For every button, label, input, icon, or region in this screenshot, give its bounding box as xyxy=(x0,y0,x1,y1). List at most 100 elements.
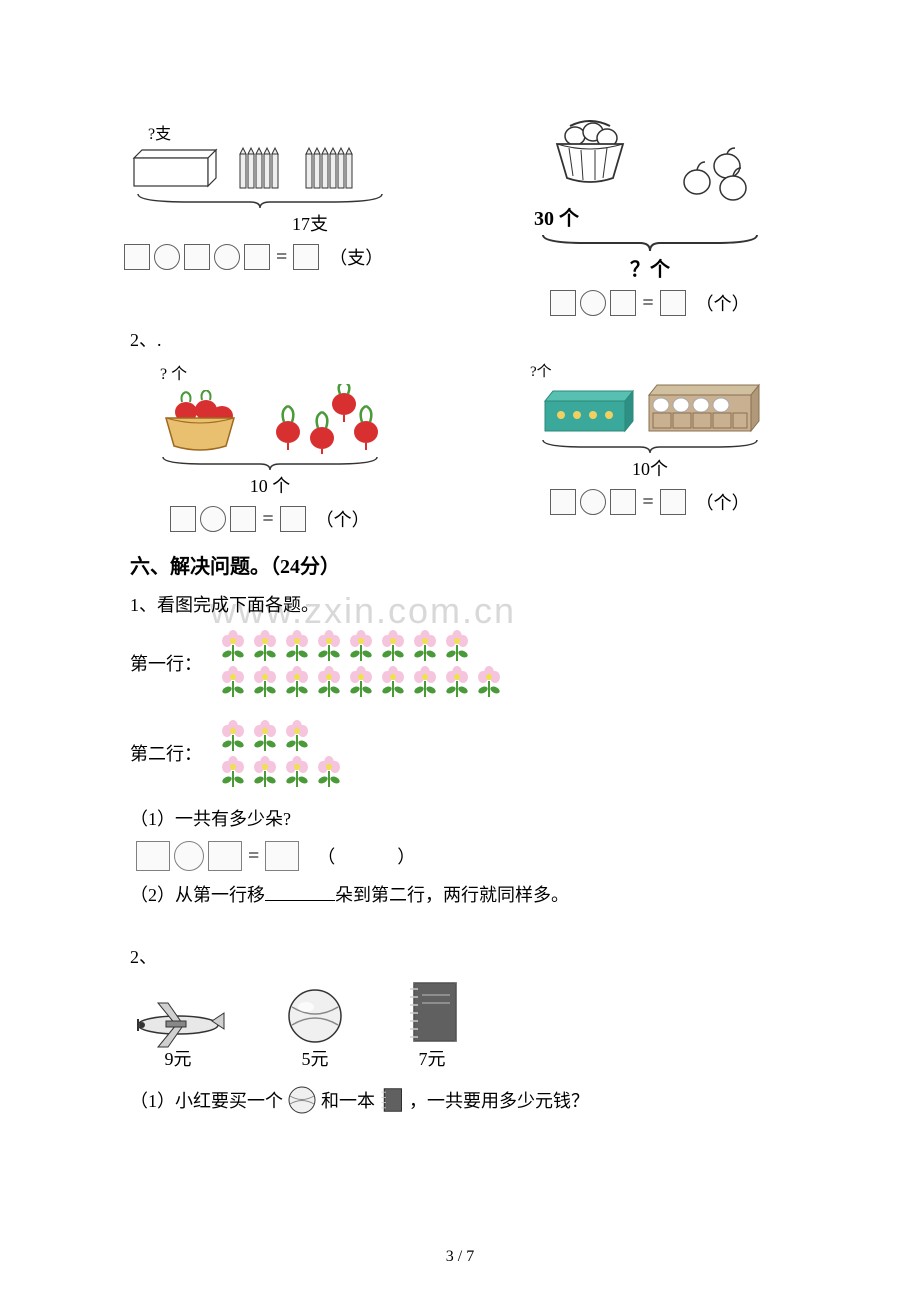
notebook-icon xyxy=(404,979,460,1045)
basket-label: 30 个 xyxy=(534,202,579,231)
price-notebook: 7元 xyxy=(419,1045,446,1071)
apples-outside-icon xyxy=(675,146,755,202)
flower-icon xyxy=(250,753,280,789)
price-plane: 9元 xyxy=(165,1045,192,1071)
problem-row-2: ? 个 xyxy=(130,360,790,532)
page-content: ?支 xyxy=(130,120,790,1115)
blank-box[interactable] xyxy=(170,506,196,532)
blank-box[interactable] xyxy=(136,841,170,871)
plane-icon xyxy=(130,991,226,1051)
q1-header: 1、看图完成下面各题。 xyxy=(130,591,790,617)
flower-icon xyxy=(282,627,312,663)
radishes-loose-icon xyxy=(264,384,384,454)
price-ball: 5元 xyxy=(302,1045,329,1071)
flower-icon xyxy=(410,663,440,699)
q1-sub1: （1）一共有多少朵? xyxy=(130,805,790,831)
ball-icon xyxy=(286,987,344,1045)
flowers-row-2: 第二行： xyxy=(130,717,790,789)
problem-radishes: ? 个 xyxy=(130,360,410,532)
flower-icon xyxy=(346,663,376,699)
unit-3: （个） xyxy=(310,506,370,532)
fill-blank[interactable] xyxy=(265,883,335,901)
flower-icon xyxy=(474,663,504,699)
brace-2 xyxy=(535,231,765,253)
blank-op[interactable] xyxy=(580,290,606,316)
qmark-radish: ? 个 xyxy=(160,360,187,384)
flower-icon xyxy=(218,753,248,789)
flower-icon xyxy=(378,663,408,699)
page-footer: 3 / 7 xyxy=(0,1248,920,1266)
equation-2: = （个） xyxy=(550,290,749,316)
blank-box[interactable] xyxy=(550,290,576,316)
item-plane: 9元 xyxy=(130,991,226,1071)
total-label-1: 17支 xyxy=(292,210,328,236)
unit-4: （个） xyxy=(690,489,750,515)
blank-box[interactable] xyxy=(208,841,242,871)
blank-box[interactable] xyxy=(124,244,150,270)
notebook-small-icon xyxy=(379,1085,405,1115)
blank-box[interactable] xyxy=(610,489,636,515)
equals: = xyxy=(260,508,275,531)
flower-icon xyxy=(218,717,248,753)
row2-label: 第二行： xyxy=(130,740,202,766)
blank-box[interactable] xyxy=(265,841,299,871)
flower-icon xyxy=(314,753,344,789)
flower-icon xyxy=(250,627,280,663)
qmark-eggs: ?个 xyxy=(530,360,552,381)
blank-box[interactable] xyxy=(230,506,256,532)
blank-box[interactable] xyxy=(244,244,270,270)
flower-icon xyxy=(378,627,408,663)
equals: = xyxy=(640,292,655,315)
flower-icon xyxy=(282,663,312,699)
flower-icon xyxy=(250,717,280,753)
crayons-group-1 xyxy=(238,146,286,190)
blank-box[interactable] xyxy=(280,506,306,532)
q1-sub2-b: 朵到第二行，两行就同样多。 xyxy=(335,885,569,905)
flower-icon xyxy=(410,627,440,663)
problem-apples: 30 个 ？个 = （个） xyxy=(510,120,790,316)
problem-row-1: ?支 xyxy=(130,120,790,316)
q1-unit-open: （ xyxy=(303,843,335,869)
equals: = xyxy=(640,491,655,514)
flowers-row-1: 第一行： xyxy=(130,627,790,699)
brace-1 xyxy=(130,190,390,210)
equation-3: = （个） xyxy=(170,506,369,532)
equation-1: = （支） xyxy=(124,244,383,270)
blank-op[interactable] xyxy=(580,489,606,515)
problem-eggs: ?个 xyxy=(510,360,790,515)
q1-sub2-a: （2）从第一行移 xyxy=(130,885,265,905)
blank-box[interactable] xyxy=(610,290,636,316)
row1-label: 第一行： xyxy=(130,650,202,676)
blank-box[interactable] xyxy=(660,290,686,316)
blank-op[interactable] xyxy=(174,841,204,871)
item-ball: 5元 xyxy=(286,987,344,1071)
blank-box[interactable] xyxy=(293,244,319,270)
qmark-apples: ？个 xyxy=(630,253,670,282)
problem-crayons: ?支 xyxy=(130,120,430,270)
blank-op[interactable] xyxy=(200,506,226,532)
q2-header: 2、 xyxy=(130,943,790,969)
unit-2: （个） xyxy=(690,290,750,316)
ball-small-icon xyxy=(287,1085,317,1115)
equals: = xyxy=(274,246,289,269)
blank-box[interactable] xyxy=(550,489,576,515)
q2-sub1-b: 和一本 xyxy=(321,1087,375,1113)
egg-tray-icon xyxy=(643,381,763,437)
flower-icon xyxy=(282,717,312,753)
flower-icon xyxy=(314,663,344,699)
blank-op[interactable] xyxy=(154,244,180,270)
equation-4: = （个） xyxy=(550,489,749,515)
blank-box[interactable] xyxy=(660,489,686,515)
flower-icon xyxy=(442,627,472,663)
q1-unit-close: ） xyxy=(391,843,415,869)
equals: = xyxy=(246,845,261,868)
blank-op[interactable] xyxy=(214,244,240,270)
apple-basket-icon xyxy=(545,120,635,202)
qmark-crayons: ?支 xyxy=(148,120,171,144)
q2-sub1-a: （1）小红要买一个 xyxy=(130,1087,283,1113)
total-label-3: 10 个 xyxy=(250,472,291,498)
flower-icon xyxy=(314,627,344,663)
blank-box[interactable] xyxy=(184,244,210,270)
brace-4 xyxy=(535,437,765,455)
equation-q1: = （ ） xyxy=(136,841,790,871)
